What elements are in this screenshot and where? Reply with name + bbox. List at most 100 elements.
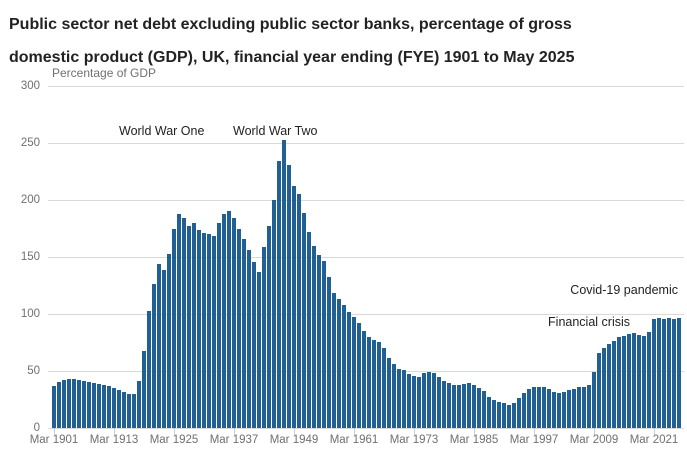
bar <box>437 377 441 428</box>
bar <box>177 214 181 428</box>
bar <box>547 389 551 428</box>
y-axis-label-0: 0 <box>33 422 40 434</box>
bar <box>332 293 336 428</box>
gridline-100 <box>48 314 684 315</box>
bar <box>172 229 176 428</box>
bar <box>232 218 236 428</box>
bar <box>672 319 676 428</box>
bar <box>522 393 526 428</box>
annotation-covid-19-pandemic: Covid-19 pandemic <box>570 283 678 297</box>
x-axis-tick <box>54 428 55 435</box>
bar <box>92 383 96 428</box>
bar <box>367 337 371 428</box>
bar <box>472 385 476 428</box>
bar <box>622 336 626 428</box>
bar <box>467 383 471 428</box>
bar <box>422 373 426 428</box>
bar <box>347 312 351 428</box>
bar <box>127 394 131 428</box>
bar <box>587 385 591 428</box>
y-axis-label-100: 100 <box>20 308 40 320</box>
bar <box>417 377 421 428</box>
x-axis-label: Mar 2009 <box>569 434 619 446</box>
bar <box>362 331 366 428</box>
bar <box>377 342 381 428</box>
bar <box>222 214 226 428</box>
bar <box>352 317 356 428</box>
bar <box>197 230 201 428</box>
x-axis-tick <box>594 428 595 435</box>
bar <box>507 405 511 428</box>
x-axis-tick <box>174 428 175 435</box>
bar <box>552 392 556 428</box>
bar <box>537 387 541 428</box>
bar <box>342 305 346 428</box>
bar <box>312 246 316 428</box>
bar <box>567 390 571 428</box>
bar <box>137 381 141 428</box>
bar <box>607 344 611 428</box>
bar <box>162 270 166 428</box>
annotation-world-war-one: World War One <box>119 124 205 138</box>
bar <box>167 254 171 428</box>
bar <box>112 388 116 428</box>
bar <box>527 389 531 428</box>
bar <box>577 387 581 428</box>
bar <box>677 318 681 428</box>
x-axis-label: Mar 1961 <box>329 434 379 446</box>
bar <box>657 318 661 428</box>
bar <box>147 311 151 428</box>
bar <box>82 381 86 428</box>
y-axis-label-300: 300 <box>20 80 40 92</box>
x-axis-label: Mar 1937 <box>209 434 259 446</box>
bar <box>592 372 596 428</box>
gridline-250 <box>48 143 684 144</box>
y-axis-label-200: 200 <box>20 194 40 206</box>
bar <box>212 236 216 428</box>
bar <box>142 351 146 428</box>
bar <box>132 394 136 428</box>
bar <box>637 335 641 428</box>
bar <box>412 376 416 428</box>
bar <box>77 380 81 428</box>
bar <box>617 337 621 428</box>
bar <box>262 247 266 428</box>
x-axis-label: Mar 1949 <box>269 434 319 446</box>
bar <box>122 392 126 428</box>
bar <box>632 333 636 428</box>
bar <box>297 194 301 428</box>
bar <box>57 382 61 428</box>
bar <box>647 332 651 428</box>
bar <box>372 340 376 428</box>
x-axis-label: Mar 1901 <box>29 434 79 446</box>
bar <box>442 381 446 428</box>
bar <box>287 165 291 428</box>
x-axis-tick <box>114 428 115 435</box>
bar <box>237 229 241 428</box>
bar <box>182 218 186 428</box>
chart-title: Public sector net debt excluding public … <box>9 8 649 74</box>
bar <box>557 393 561 428</box>
x-axis-label: Mar 1913 <box>89 434 139 446</box>
x-axis-label: Mar 2021 <box>629 434 679 446</box>
bar <box>502 403 506 428</box>
bar <box>602 348 606 428</box>
bar <box>322 261 326 428</box>
bar <box>227 211 231 428</box>
x-axis-label: Mar 1985 <box>449 434 499 446</box>
bar <box>207 234 211 428</box>
bar <box>582 387 586 428</box>
bar <box>252 262 256 428</box>
bar <box>447 383 451 428</box>
bar <box>217 223 221 428</box>
bar <box>482 391 486 428</box>
gridline-300 <box>48 86 684 87</box>
annotation-world-war-two: World War Two <box>233 124 318 138</box>
x-axis-tick <box>654 428 655 435</box>
x-axis-tick <box>534 428 535 435</box>
bar <box>407 374 411 428</box>
bar <box>72 379 76 428</box>
bar <box>382 348 386 428</box>
bar <box>642 336 646 428</box>
